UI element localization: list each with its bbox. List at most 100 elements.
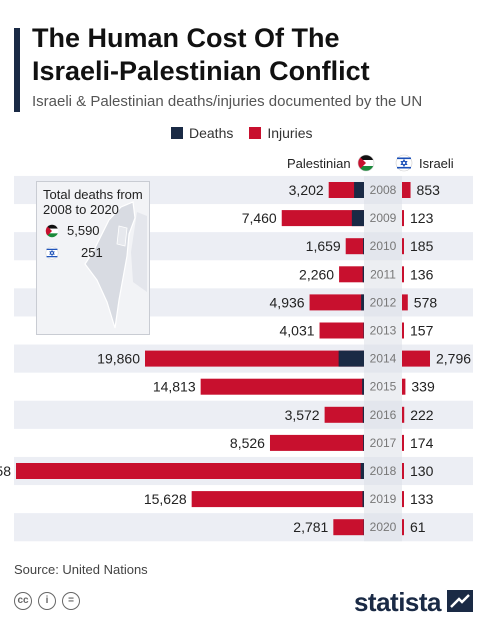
israeli-injuries-bar (402, 182, 411, 198)
palestinian-column-header: Palestinian (287, 154, 375, 172)
brand-logo-text[interactable]: statista (353, 587, 442, 617)
palestinian-value-label: 14,813 (153, 379, 196, 395)
palestine-flag-icon (357, 154, 374, 172)
year-label: 2016 (370, 408, 397, 422)
year-label: 2020 (370, 520, 397, 534)
year-column (364, 175, 402, 542)
palestinian-injuries-bar (191, 491, 364, 508)
israeli-value-label: 2,796 (436, 351, 471, 367)
palestinian-injuries-bar (144, 350, 364, 367)
palestinian-deaths-bar (363, 434, 364, 451)
cc-icon[interactable]: cc (14, 592, 32, 610)
israeli-injuries-bar (402, 463, 404, 479)
israeli-label: Israeli (419, 155, 454, 171)
palestinian-deaths-bar (338, 350, 364, 367)
palestinian-injuries-bar (324, 406, 364, 423)
palestinian-deaths-bar (362, 491, 364, 508)
israeli-value-label: 578 (414, 294, 438, 310)
israeli-injuries-bar (402, 406, 405, 423)
year-label: 2008 (370, 183, 397, 197)
palestinian-deaths-bar (362, 266, 364, 283)
israeli-value-label: 123 (410, 210, 434, 226)
year-label: 2014 (370, 352, 397, 366)
inset-palestinian-deaths: 5,590 (67, 223, 100, 238)
palestinian-deaths-bar (351, 210, 364, 227)
year-label: 2009 (370, 211, 397, 225)
israeli-value-label: 174 (410, 435, 434, 451)
subtitle: Israeli & Palestinian deaths/injuries do… (32, 93, 423, 110)
year-label: 2012 (370, 295, 397, 309)
israeli-injuries-bar (402, 434, 404, 451)
title-line-2: Israeli-Palestinian Conflict (32, 56, 370, 86)
israeli-injuries-bar (402, 350, 430, 367)
palestinian-deaths-bar (362, 406, 364, 423)
row-stripe (14, 513, 473, 542)
attribution-icon[interactable]: i (38, 592, 56, 610)
israeli-value-label: 185 (410, 238, 434, 254)
year-label: 2018 (370, 464, 397, 478)
palestinian-injuries-bar (281, 210, 364, 227)
palestinian-value-label: 31,558 (0, 463, 11, 479)
year-label: 2015 (370, 380, 397, 394)
palestinian-injuries-bar (319, 322, 364, 339)
israeli-injuries-bar (402, 238, 404, 255)
israel-flag-icon (45, 246, 59, 259)
palestinian-value-label: 7,460 (242, 210, 277, 226)
palestinian-value-label: 2,781 (293, 519, 328, 535)
palestinian-injuries-bar (269, 434, 364, 451)
israeli-value-label: 61 (410, 519, 426, 535)
source-note: Source: United Nations (14, 562, 148, 577)
year-label: 2010 (370, 239, 397, 253)
year-label: 2011 (370, 267, 396, 281)
legend-label-deaths: Deaths (189, 125, 234, 141)
year-label: 2017 (370, 436, 397, 450)
legend-label-injuries: Injuries (267, 125, 313, 141)
palestinian-value-label: 4,031 (280, 323, 315, 339)
israeli-injuries-bar (402, 294, 408, 311)
israeli-value-label: 136 (410, 266, 434, 282)
inset-title: Total deaths from 2008 to 2020 (43, 187, 143, 217)
page-title: The Human Cost Of The Israeli-Palestinia… (32, 22, 370, 88)
palestinian-value-label: 4,936 (270, 294, 305, 310)
palestinian-deaths-bar (361, 294, 364, 311)
total-deaths-inset: Total deaths from 2008 to 2020 5,590 251 (36, 181, 150, 335)
legend-item-deaths: Deaths (171, 125, 233, 141)
brand-logo-icon[interactable] (447, 590, 473, 612)
israeli-injuries-bar (402, 491, 404, 508)
palestinian-value-label: 19,860 (97, 351, 140, 367)
palestinian-deaths-bar (362, 378, 364, 395)
title-accent-bar (14, 28, 20, 112)
year-label: 2019 (370, 492, 397, 506)
palestinian-value-label: 3,572 (285, 407, 320, 423)
palestinian-injuries-bar (345, 238, 364, 255)
injuries-swatch (249, 127, 262, 139)
palestinian-value-label: 8,526 (230, 435, 265, 451)
israeli-value-label: 130 (410, 463, 434, 479)
israeli-injuries-bar (402, 378, 406, 395)
legend-item-injuries: Injuries (249, 125, 313, 141)
license-icons: cc i = (14, 592, 80, 610)
legend: Deaths Injuries (171, 125, 313, 141)
palestinian-injuries-bar (309, 294, 364, 311)
israeli-injuries-bar (402, 519, 404, 536)
title-line-1: The Human Cost Of The (32, 23, 340, 53)
no-derivatives-icon[interactable]: = (62, 592, 80, 610)
israeli-column-header: Israeli (395, 154, 454, 172)
palestinian-value-label: 3,202 (289, 182, 324, 198)
palestinian-label: Palestinian (287, 155, 351, 171)
palestinian-injuries-bar (339, 266, 364, 283)
israeli-value-label: 339 (411, 379, 435, 395)
inset-israeli-deaths: 251 (81, 245, 103, 260)
palestinian-deaths-bar (363, 238, 364, 255)
palestine-flag-icon (45, 224, 59, 237)
palestinian-deaths-bar (354, 182, 364, 198)
inset-row-israeli: 251 (45, 245, 103, 260)
inset-row-palestinian: 5,590 (45, 223, 100, 238)
palestinian-value-label: 15,628 (144, 491, 187, 507)
palestinian-injuries-bar (333, 519, 364, 536)
palestinian-injuries-bar (200, 378, 364, 395)
israeli-value-label: 157 (410, 323, 434, 339)
palestinian-deaths-bar (360, 463, 364, 479)
israeli-injuries-bar (402, 322, 404, 339)
palestinian-value-label: 2,260 (299, 266, 334, 282)
